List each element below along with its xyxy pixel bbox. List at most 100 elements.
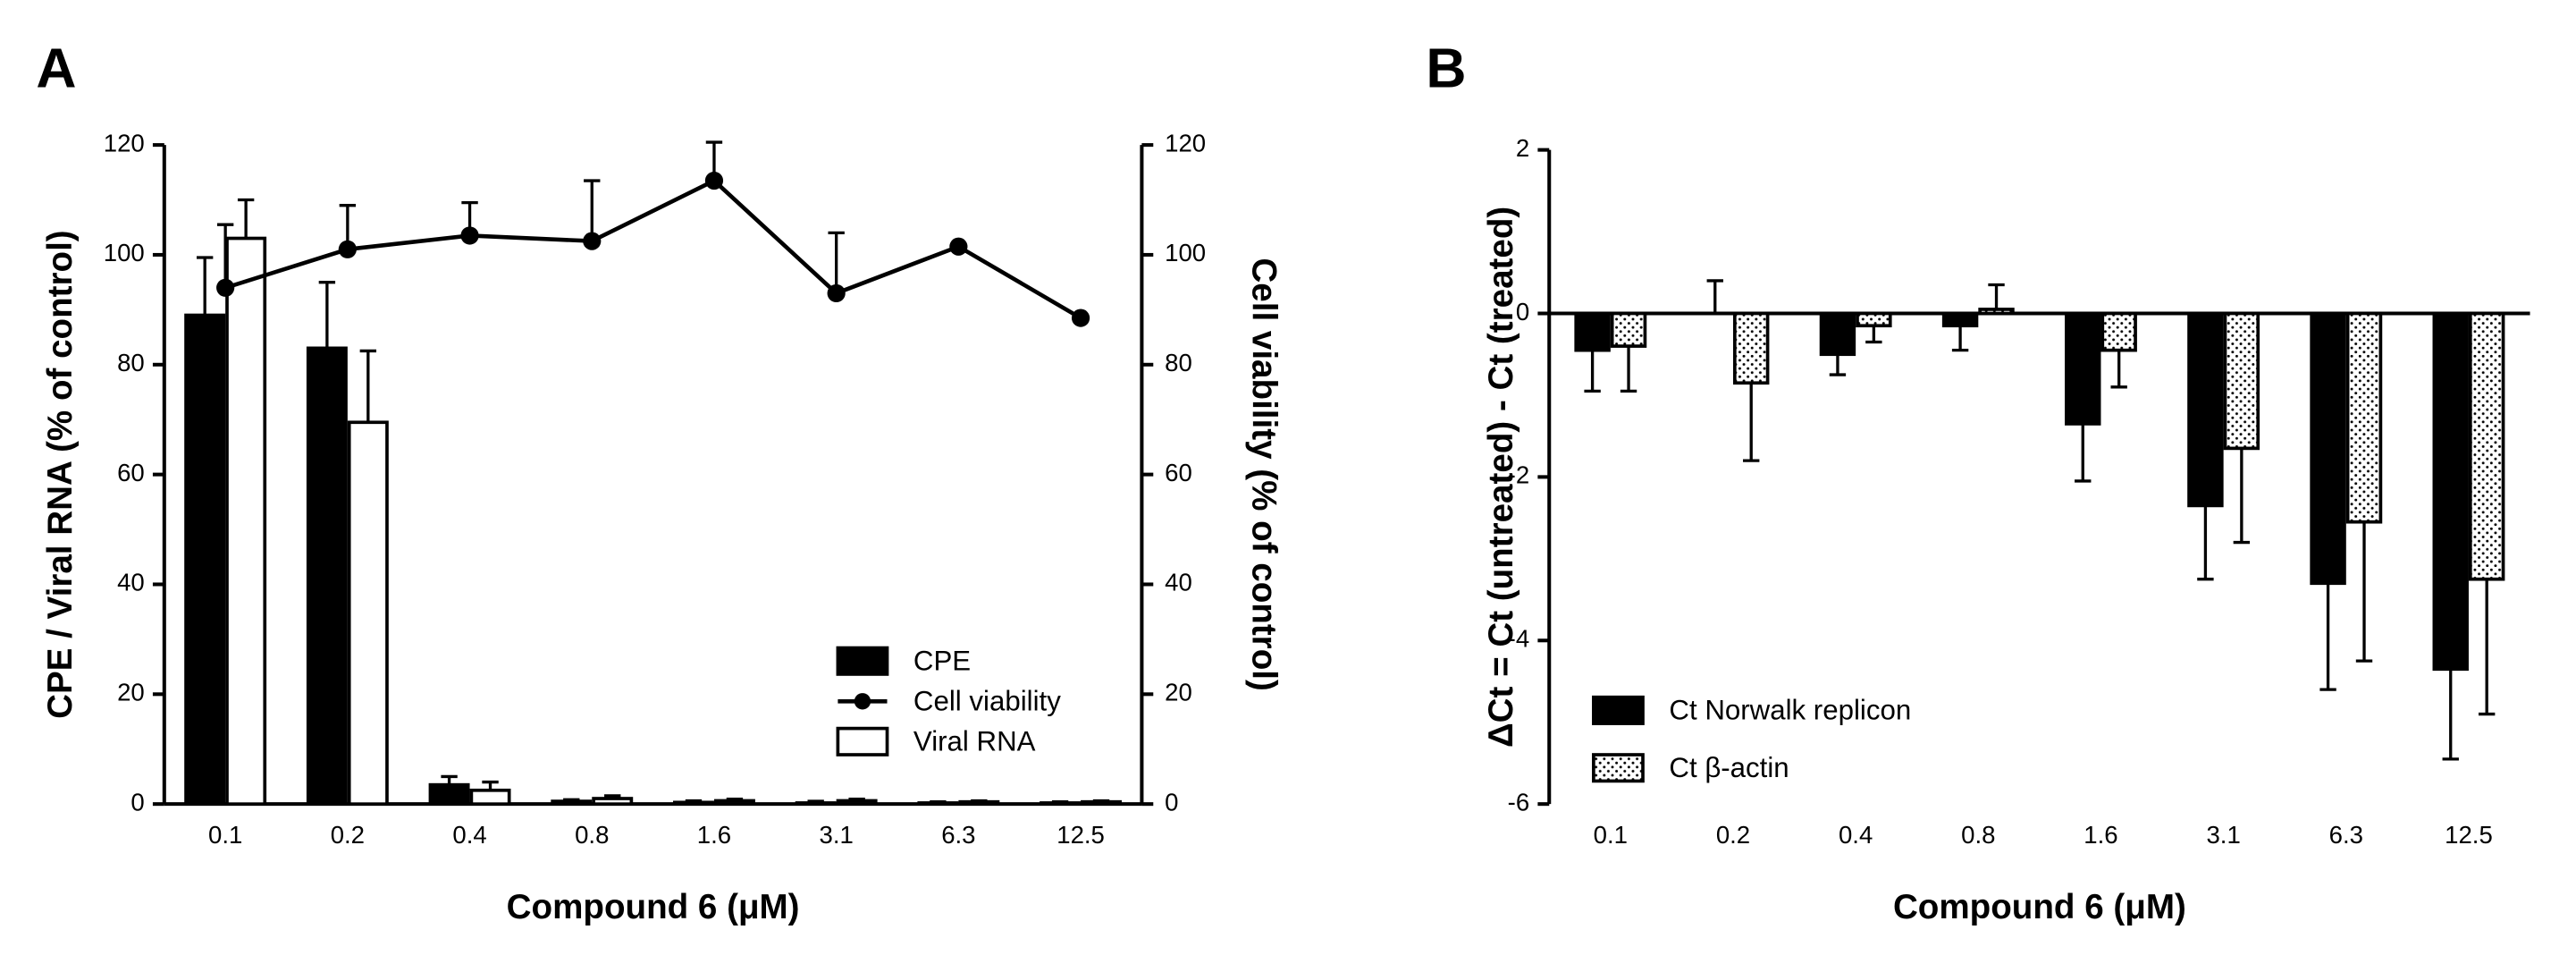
legend-swatch: [1592, 695, 1645, 725]
bar: [592, 797, 634, 806]
bar: [2100, 311, 2137, 352]
error-bar: [2110, 350, 2127, 389]
bar: [2065, 311, 2101, 426]
y2-tick-label: 0: [1165, 788, 1178, 816]
x-tick-label: 1.6: [2084, 821, 2117, 849]
legend-label: Ct β-actin: [1669, 752, 1789, 783]
bar: [2310, 311, 2346, 586]
panel-label: A: [36, 38, 76, 100]
error-bar: [2355, 521, 2373, 663]
legend-swatch: [836, 646, 889, 676]
legend-label: Ct Norwalk replicon: [1669, 694, 1911, 725]
error-bar: [216, 223, 234, 288]
error-bar: [1584, 350, 1601, 393]
bar: [1610, 311, 1647, 348]
error-bar: [359, 349, 377, 423]
x-axis-title: Compound 6 (μM): [507, 888, 800, 926]
bar: [469, 788, 511, 806]
x-tick-label: 1.6: [697, 821, 731, 849]
error-bar: [1951, 325, 1969, 352]
y-tick-label: 2: [1516, 134, 1529, 162]
bar: [306, 346, 348, 806]
legend-label: CPE: [913, 645, 971, 676]
line-marker: [827, 283, 846, 303]
error-bar: [584, 179, 601, 241]
bar: [1574, 311, 1611, 352]
bar: [2223, 311, 2260, 451]
x-tick-label: 0.4: [1839, 821, 1873, 849]
y-tick-label: 20: [117, 679, 145, 706]
y-tick-label: 0: [130, 788, 144, 816]
legend: Ct Norwalk replicon Ct β-actin: [1592, 694, 1911, 783]
bar: [2187, 311, 2224, 508]
bar: [1978, 308, 2015, 316]
line: [224, 178, 1082, 320]
legend-label: Viral RNA: [913, 725, 1036, 756]
bar: [795, 801, 837, 806]
bar: [1732, 311, 1770, 385]
error-bar: [1620, 346, 1637, 393]
legend-swatch: [1592, 753, 1645, 783]
x-tick-label: 0.8: [575, 821, 609, 849]
y-tick-label: 100: [104, 239, 145, 266]
line-marker: [338, 240, 357, 258]
error-bar: [1988, 283, 2005, 309]
y-tick-label: 80: [117, 349, 145, 376]
bar: [1081, 799, 1123, 806]
x-tick-label: 0.1: [1594, 821, 1628, 849]
bar: [225, 236, 267, 806]
error-bar: [1829, 354, 1847, 376]
error-bar: [318, 281, 336, 349]
y-tick-label: -2: [1508, 461, 1530, 489]
error-bar: [2075, 423, 2092, 483]
bar: [917, 801, 959, 806]
y2-tick-label: 100: [1165, 239, 1206, 266]
line-marker: [216, 278, 235, 297]
y-tick-label: 0: [1516, 298, 1529, 325]
bar: [551, 799, 593, 806]
x-tick-label: 6.3: [941, 821, 975, 849]
error-bar: [2478, 579, 2496, 716]
bar: [2432, 311, 2469, 672]
x-tick-label: 12.5: [1056, 821, 1105, 849]
line-marker: [704, 171, 724, 190]
error-bar: [2233, 448, 2251, 545]
x-axis-title: Compound 6 (μM): [1893, 888, 2186, 926]
error-bar: [1865, 325, 1882, 344]
y-tick-label: 60: [117, 459, 145, 486]
x-tick-label: 0.4: [452, 821, 486, 849]
y-axis-title: ΔCt = Ct (untreated) - Ct (treated): [1482, 207, 1520, 748]
x-tick-label: 0.2: [331, 821, 365, 849]
error-bar: [2197, 505, 2214, 581]
bar: [1819, 311, 1856, 357]
bar: [1040, 801, 1082, 806]
legend-marker: [854, 693, 871, 710]
y-axis-title: CPE / Viral RNA (% of control): [41, 230, 80, 719]
bar: [836, 799, 878, 806]
line-marker: [583, 232, 602, 250]
bar: [1941, 311, 1979, 328]
error-bar: [828, 231, 845, 293]
error-bar: [1743, 383, 1760, 462]
bar: [2345, 311, 2383, 524]
error-bar: [196, 256, 214, 316]
y-tick-label: -4: [1508, 625, 1530, 653]
bar: [2468, 311, 2505, 581]
x-tick-label: 3.1: [819, 821, 853, 849]
y2-tick-label: 20: [1165, 679, 1192, 706]
line-marker: [460, 226, 479, 245]
y-tick-label: 40: [117, 569, 145, 596]
error-bar: [1706, 279, 1723, 314]
x-tick-label: 0.8: [1961, 821, 1995, 849]
y2-tick-label: 120: [1165, 129, 1206, 156]
bar: [428, 782, 470, 806]
y2-tick-label: 40: [1165, 569, 1192, 596]
legend-swatch: [836, 726, 889, 756]
panel-label: B: [1426, 38, 1466, 100]
bar: [958, 799, 1000, 806]
y2-tick-label: 60: [1165, 459, 1192, 486]
x-tick-label: 3.1: [2206, 821, 2240, 849]
x-tick-label: 12.5: [2445, 821, 2493, 849]
